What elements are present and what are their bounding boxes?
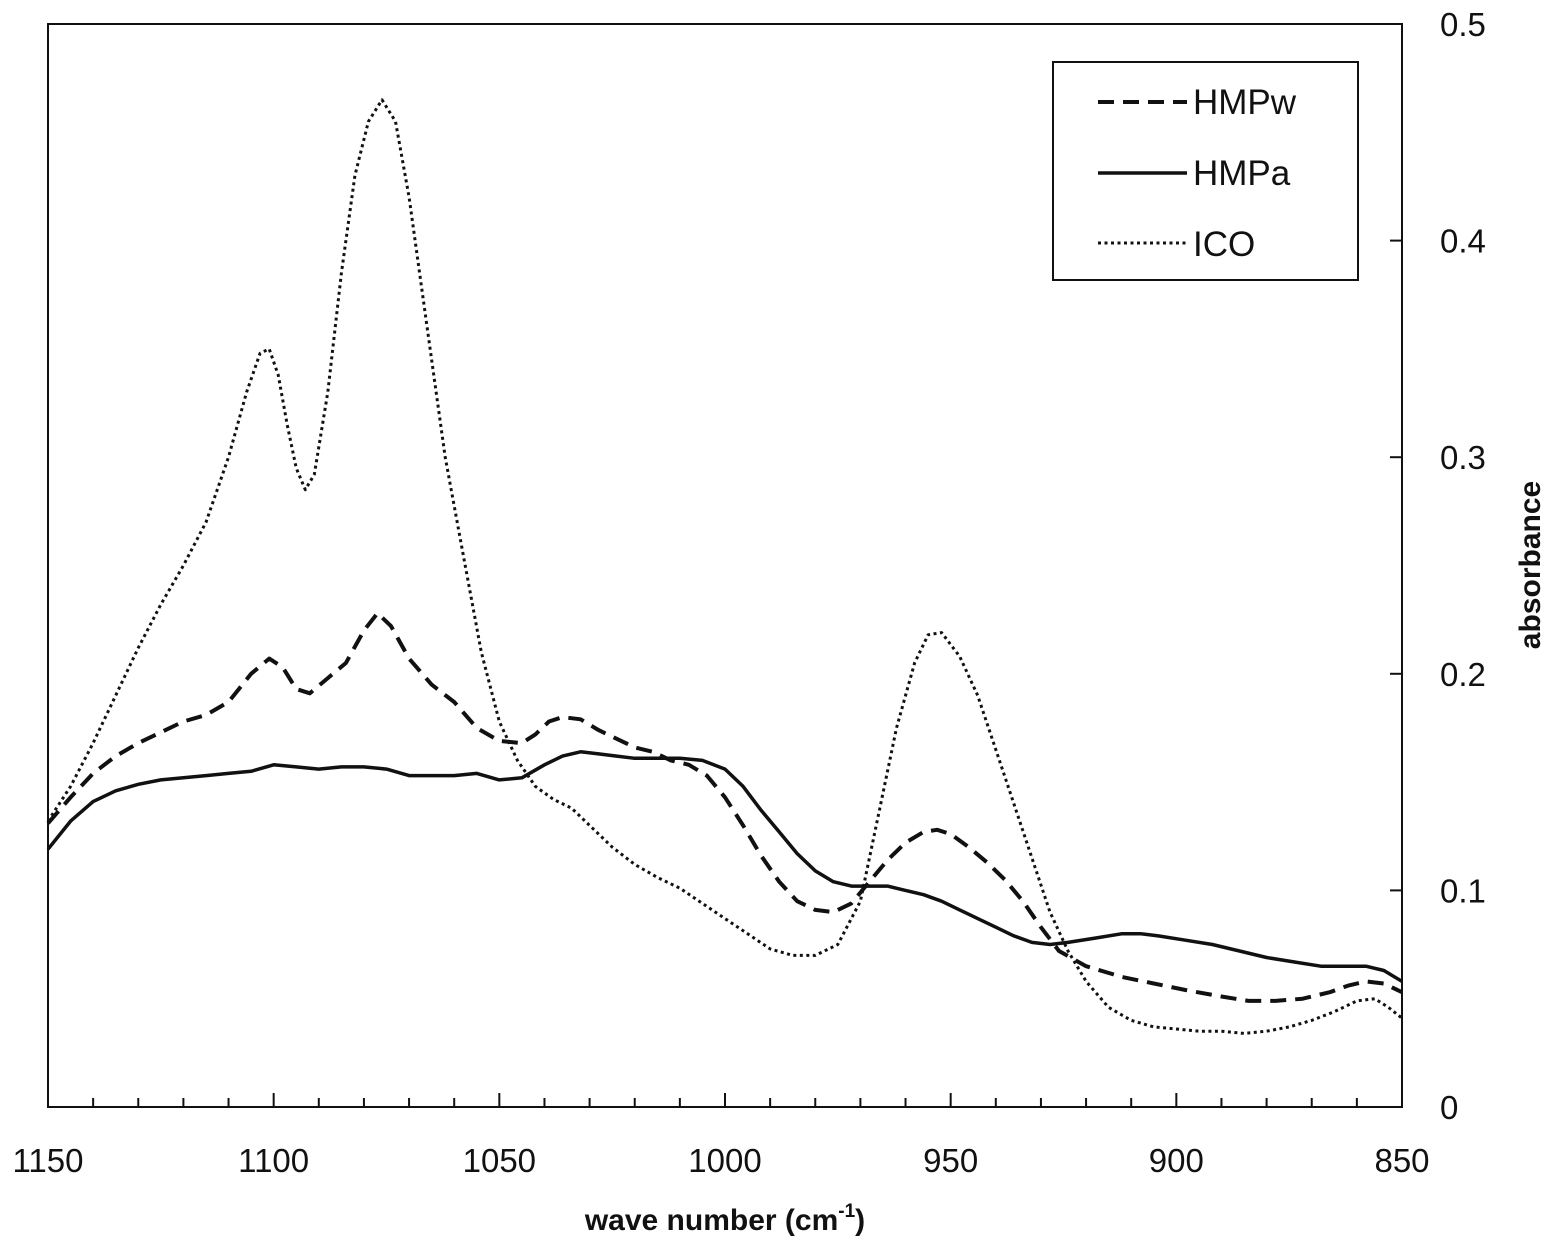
y-axis-ticks: 0 0.1 0.2 0.3 0.4 0.5 [1390, 6, 1486, 1126]
legend-label-hmpw: HMPw [1193, 83, 1297, 122]
y-tick-label: 0.2 [1440, 656, 1486, 693]
x-tick-label: 1050 [463, 1142, 536, 1179]
y-tick-label: 0.1 [1440, 872, 1486, 909]
x-axis-title: wave number (cm-1) [584, 1201, 865, 1237]
x-tick-label: 1100 [238, 1142, 309, 1179]
legend-label-hmpa: HMPa [1193, 154, 1291, 193]
legend-box [1052, 61, 1359, 281]
legend-label-ico: ICO [1193, 225, 1255, 264]
x-tick-label: 950 [923, 1142, 978, 1179]
x-tick-label: 1150 [13, 1142, 84, 1179]
y-tick-label: 0.5 [1440, 6, 1486, 43]
y-tick-label: 0.3 [1440, 439, 1486, 476]
series-lines [46, 98, 1403, 1035]
legend: HMPw HMPa ICO [1052, 61, 1359, 281]
x-tick-label: 850 [1374, 1142, 1429, 1179]
y-tick-label: 0.4 [1440, 223, 1486, 260]
y-axis-title: absorbance [1514, 481, 1547, 649]
series-line-hmpa [46, 750, 1403, 983]
x-axis-ticks: 1150 1100 1050 1000 950 900 850 [13, 1093, 1430, 1179]
series-line-hmpw [46, 611, 1403, 1003]
series-line-ico [46, 98, 1403, 1035]
x-tick-label: 1000 [688, 1142, 761, 1179]
y-tick-label: 0 [1440, 1089, 1458, 1126]
x-tick-label: 900 [1149, 1142, 1204, 1179]
